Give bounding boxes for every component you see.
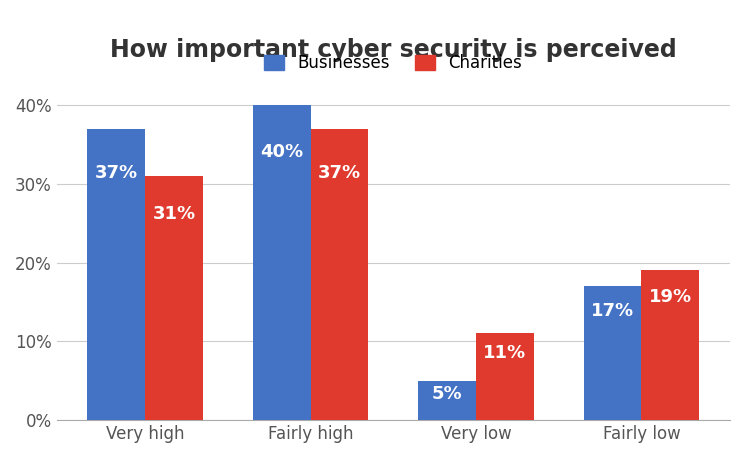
Title: How important cyber security is perceived: How important cyber security is perceive… [110, 38, 676, 62]
Text: 5%: 5% [432, 386, 463, 403]
Text: 11%: 11% [484, 344, 527, 362]
Bar [87, 129, 145, 420]
Bar [311, 129, 369, 420]
Bar [418, 381, 476, 420]
Text: 37%: 37% [95, 164, 138, 182]
Text: 40%: 40% [260, 143, 303, 161]
Bar [583, 286, 641, 420]
Bar [476, 333, 534, 420]
Bar [253, 105, 311, 420]
Legend: Businesses, Charities: Businesses, Charities [258, 47, 529, 79]
Text: 17%: 17% [591, 302, 634, 320]
Bar [641, 271, 700, 420]
Text: 19%: 19% [649, 289, 692, 306]
Text: 31%: 31% [153, 205, 196, 223]
Text: 37%: 37% [318, 164, 361, 182]
Bar [145, 176, 203, 420]
